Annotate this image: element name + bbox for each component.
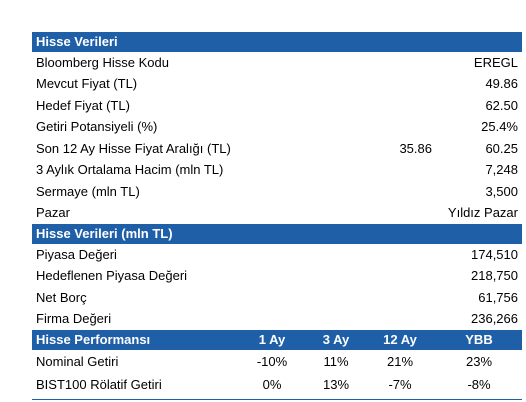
row-label: Son 12 Ay Hisse Fiyat Aralığı (TL)	[36, 140, 231, 156]
row-value: 49.86	[485, 76, 518, 92]
section-title: Hisse Verileri (mln TL)	[36, 226, 173, 241]
row-value: -8%	[467, 377, 491, 392]
row-value: 11%	[323, 354, 349, 369]
row-value: 174,510	[471, 246, 518, 262]
header-cell: 12 Ay	[383, 332, 417, 347]
section-header	[32, 32, 522, 52]
row-value: 61,756	[478, 289, 518, 305]
row-value: 62.50	[485, 97, 518, 113]
row-value: 23%	[465, 354, 493, 369]
row-value: 60.25	[485, 140, 518, 156]
row-value: 21%	[386, 354, 414, 369]
row-label: Net Borç	[36, 289, 87, 305]
header-cell: Hisse Performansı	[36, 332, 151, 347]
row-value: 218,750	[471, 268, 518, 284]
row-value: EREGL	[473, 54, 518, 70]
row-label: Nominal Getiri	[36, 354, 119, 369]
row-label: 3 Aylık Ortalama Hacim (mln TL)	[36, 162, 224, 178]
row-label: Sermaye (mln TL)	[36, 183, 140, 199]
performance-header	[32, 330, 522, 350]
row-label: Hedeflenen Piyasa Değeri	[36, 268, 188, 284]
row-value: -10%	[256, 354, 288, 369]
row-value: Yıldız Pazar	[447, 205, 518, 221]
row-value: 7,248	[485, 162, 518, 178]
row-label: Bloomberg Hisse Kodu	[36, 54, 169, 70]
row-label: Hedef Fiyat (TL)	[36, 97, 130, 113]
header-cell: 3 Ay	[322, 332, 350, 347]
row-value: 3,500	[485, 183, 518, 199]
row-label: Pazar	[36, 205, 70, 221]
row-value: -7%	[388, 377, 412, 392]
row-label: Mevcut Fiyat (TL)	[36, 76, 138, 92]
section-title: Hisse Verileri	[36, 34, 118, 49]
section-header	[32, 224, 522, 244]
row-label: Getiri Potansiyeli (%)	[36, 119, 158, 135]
row-value: 236,266	[471, 311, 518, 327]
row-label: BIST100 Rölatif Getiri	[36, 377, 162, 392]
header-cell: YBB	[465, 332, 493, 347]
row-value: 0%	[262, 377, 282, 392]
header-cell: 1 Ay	[258, 332, 286, 347]
row-label: Piyasa Değeri	[36, 246, 117, 262]
row-value: 35.86	[399, 140, 432, 156]
bottom-rule	[32, 399, 522, 400]
row-value: 25.4%	[481, 119, 518, 135]
row-label: Firma Değeri	[36, 311, 112, 327]
row-value: 13%	[322, 377, 350, 392]
